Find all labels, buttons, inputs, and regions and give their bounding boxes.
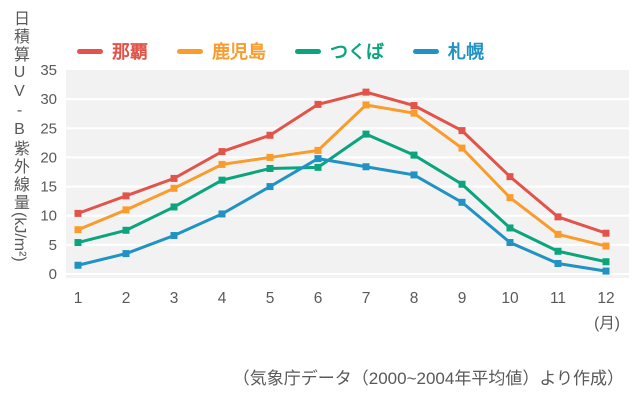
y-tick-label: 20 bbox=[40, 149, 57, 166]
data-point-naha bbox=[218, 148, 226, 156]
data-point-naha bbox=[362, 88, 370, 96]
data-point-kagoshima bbox=[74, 226, 82, 234]
legend-item-kagoshima: 鹿児島 bbox=[177, 38, 266, 64]
legend-item-tsukuba: つくば bbox=[295, 38, 384, 64]
data-point-tsukuba bbox=[554, 247, 562, 255]
data-point-sapporo bbox=[362, 163, 370, 171]
x-tick-label: 7 bbox=[362, 290, 371, 307]
y-axis-title: 日積算UV-B紫外線量(kJ/m²) bbox=[11, 10, 28, 262]
data-point-kagoshima bbox=[170, 184, 178, 192]
data-point-kagoshima bbox=[314, 146, 322, 154]
y-tick-label: 10 bbox=[40, 208, 57, 225]
x-tick-label: 10 bbox=[501, 290, 519, 307]
legend-item-naha: 那覇 bbox=[77, 38, 148, 64]
data-point-sapporo bbox=[458, 198, 466, 206]
data-point-kagoshima bbox=[362, 101, 370, 109]
data-point-sapporo bbox=[602, 267, 610, 275]
legend-label: つくば bbox=[330, 42, 384, 62]
data-point-sapporo bbox=[410, 171, 418, 179]
data-point-naha bbox=[554, 213, 562, 221]
x-tick-label: 4 bbox=[218, 290, 227, 307]
x-tick-label: 2 bbox=[122, 290, 131, 307]
data-point-naha bbox=[314, 100, 322, 108]
data-point-sapporo bbox=[74, 261, 82, 269]
x-axis-unit-label: (月) bbox=[594, 315, 620, 332]
x-tick-label: 5 bbox=[266, 290, 275, 307]
x-tick-label: 1 bbox=[74, 290, 83, 307]
legend-line-swatch bbox=[413, 48, 439, 54]
x-tick-label: 9 bbox=[458, 290, 467, 307]
data-point-tsukuba bbox=[602, 258, 610, 266]
legend-label: 鹿児島 bbox=[212, 42, 266, 62]
y-tick-label: 5 bbox=[49, 237, 57, 254]
data-point-tsukuba bbox=[410, 151, 418, 159]
y-tick-label: 30 bbox=[40, 91, 57, 108]
data-point-sapporo bbox=[506, 239, 514, 247]
data-point-naha bbox=[74, 209, 82, 217]
data-point-naha bbox=[602, 229, 610, 237]
x-tick-label: 3 bbox=[170, 290, 179, 307]
data-point-tsukuba bbox=[506, 224, 514, 232]
x-tick-label: 8 bbox=[410, 290, 419, 307]
legend-line-swatch bbox=[177, 48, 203, 54]
data-point-naha bbox=[458, 127, 466, 135]
data-point-kagoshima bbox=[266, 153, 274, 161]
data-point-kagoshima bbox=[458, 144, 466, 152]
data-point-sapporo bbox=[170, 232, 178, 240]
series-line-kagoshima bbox=[77, 103, 607, 248]
y-axis-title-text: 日積算UV-B紫外線量 bbox=[11, 10, 28, 212]
data-point-naha bbox=[122, 192, 130, 200]
data-point-kagoshima bbox=[506, 194, 514, 202]
data-point-tsukuba bbox=[170, 203, 178, 211]
y-tick-label: 35 bbox=[40, 62, 57, 79]
legend-line-swatch bbox=[77, 48, 103, 54]
y-axis-unit-label: (kJ/m²) bbox=[11, 212, 28, 262]
x-tick-label: 12 bbox=[597, 290, 614, 307]
data-point-naha bbox=[506, 173, 514, 181]
legend-line-swatch bbox=[295, 48, 321, 54]
data-point-kagoshima bbox=[218, 160, 226, 168]
data-point-tsukuba bbox=[314, 163, 322, 171]
data-point-kagoshima bbox=[122, 206, 130, 214]
data-point-kagoshima bbox=[602, 242, 610, 250]
y-tick-label: 0 bbox=[49, 266, 57, 283]
data-point-sapporo bbox=[266, 183, 274, 191]
data-point-naha bbox=[410, 102, 418, 110]
data-point-tsukuba bbox=[266, 165, 274, 173]
source-caption: （気象庁データ（2000~2004年平均値）より作成） bbox=[232, 369, 624, 388]
series-line-naha bbox=[77, 90, 607, 235]
y-tick-label: 15 bbox=[40, 179, 57, 196]
data-point-naha bbox=[170, 174, 178, 182]
data-point-tsukuba bbox=[458, 180, 466, 188]
legend-item-sapporo: 札幌 bbox=[413, 38, 484, 64]
series-line-tsukuba bbox=[77, 132, 607, 264]
plot-area bbox=[66, 70, 629, 278]
data-point-tsukuba bbox=[362, 130, 370, 138]
data-point-sapporo bbox=[122, 250, 130, 258]
data-point-kagoshima bbox=[554, 230, 562, 238]
x-tick-label: 11 bbox=[550, 290, 566, 307]
data-point-naha bbox=[266, 131, 274, 139]
x-tick-label: 6 bbox=[314, 290, 323, 307]
data-point-sapporo bbox=[554, 260, 562, 268]
legend-label: 那覇 bbox=[112, 42, 148, 62]
data-point-tsukuba bbox=[218, 176, 226, 184]
chart-legend: 那覇 鹿児島 つくば 札幌 bbox=[77, 38, 484, 64]
series-line-sapporo bbox=[77, 157, 607, 273]
data-point-sapporo bbox=[314, 155, 322, 163]
data-point-tsukuba bbox=[122, 226, 130, 234]
data-point-tsukuba bbox=[74, 239, 82, 247]
data-point-kagoshima bbox=[410, 109, 418, 117]
legend-label: 札幌 bbox=[448, 42, 484, 62]
y-tick-label: 25 bbox=[40, 120, 57, 137]
data-point-sapporo bbox=[218, 210, 226, 218]
